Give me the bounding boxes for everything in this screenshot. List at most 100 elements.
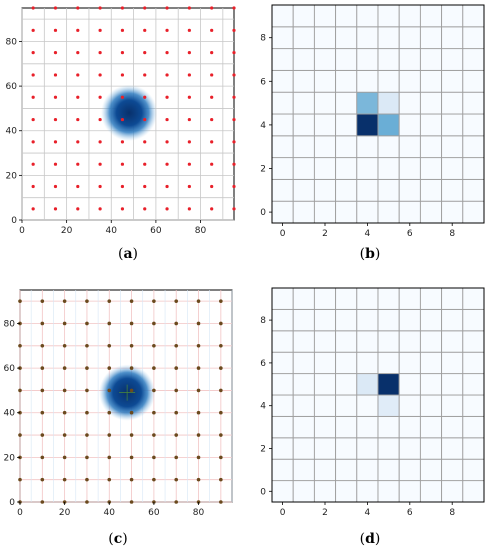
data-point (31, 117, 35, 122)
heatmap-cell (398, 135, 421, 159)
heatmap-cell (335, 26, 358, 50)
data-point (107, 343, 112, 348)
heatmap-cell (441, 135, 464, 159)
data-point (62, 343, 67, 348)
heatmap-cell (462, 26, 485, 50)
y-tick-label: 8 (260, 316, 266, 326)
heatmap-cell (462, 437, 485, 460)
data-point (210, 184, 214, 189)
data-point (107, 455, 112, 460)
data-point (62, 433, 67, 437)
data-point (143, 140, 147, 144)
heatmap-cell (271, 69, 294, 93)
heatmap-cell (292, 91, 315, 115)
data-point (174, 366, 179, 370)
data-point (232, 184, 236, 189)
data-point (62, 455, 67, 460)
data-point (98, 207, 102, 211)
data-point (120, 140, 125, 144)
data-point (219, 299, 223, 303)
data-point (85, 366, 89, 370)
panel-b-cells (271, 4, 485, 224)
heatmap-cell (419, 330, 443, 353)
heatmap-cell (271, 287, 294, 310)
heatmap-cell (441, 157, 464, 180)
y-tick-label: 4 (260, 402, 266, 412)
x-tick-label: 2 (322, 508, 328, 518)
heatmap-cell (292, 287, 315, 310)
heatmap-cell (292, 415, 315, 439)
data-point (120, 51, 125, 55)
heatmap-cell (292, 480, 315, 503)
heatmap-cell (419, 4, 443, 28)
data-point (219, 410, 223, 415)
data-point (62, 321, 67, 326)
data-point (31, 162, 35, 166)
heatmap-cell (441, 437, 464, 460)
data-point (85, 500, 89, 504)
data-point (53, 6, 58, 10)
data-point (18, 343, 22, 348)
data-point (53, 73, 58, 77)
panel-d-frame (271, 287, 485, 503)
data-point (152, 388, 156, 393)
data-point (143, 162, 147, 166)
data-point (76, 162, 80, 166)
heatmap-cell (313, 415, 337, 439)
heatmap-cell (441, 308, 464, 332)
x-tick-label: 40 (104, 508, 116, 518)
data-point (98, 6, 102, 10)
y-tick-label: 2 (260, 445, 266, 455)
heatmap-cell (271, 178, 294, 202)
heatmap-cell (462, 178, 485, 202)
heatmap-cell (377, 394, 400, 417)
data-point (187, 6, 191, 10)
data-point (120, 95, 125, 99)
data-point (76, 140, 80, 144)
heatmap-cell (292, 113, 315, 137)
heatmap-cell (271, 394, 294, 417)
data-point (143, 28, 147, 32)
heatmap-cell (313, 330, 337, 353)
data-point (98, 95, 102, 99)
heatmap-cell (398, 394, 421, 417)
data-point (210, 140, 214, 144)
data-point (107, 299, 112, 303)
heatmap-cell (335, 308, 358, 332)
heatmap-cell (398, 157, 421, 180)
heatmap-cell (271, 4, 294, 28)
heatmap-cell (462, 113, 485, 137)
heatmap-cell (419, 394, 443, 417)
heatmap-cell (377, 330, 400, 353)
x-tick-label: 80 (193, 508, 205, 518)
heatmap-cell (292, 373, 315, 396)
heatmap-cell (292, 26, 315, 50)
data-point (18, 299, 22, 303)
data-point (31, 184, 35, 189)
heatmap-cell (335, 91, 358, 115)
heatmap-cell (313, 26, 337, 50)
heatmap-cell (419, 458, 443, 482)
heatmap-cell (292, 48, 315, 71)
heatmap-cell (441, 91, 464, 115)
heatmap-cell (271, 415, 294, 439)
heatmap-cell (419, 26, 443, 50)
heatmap-cell (419, 69, 443, 93)
heatmap-cell (441, 373, 464, 396)
heatmap-cell (292, 437, 315, 460)
data-point (120, 28, 125, 32)
heatmap-cell (271, 437, 294, 460)
heatmap-cell (356, 91, 379, 115)
data-point (40, 477, 45, 482)
heatmap-cell (441, 287, 464, 310)
data-point (143, 184, 147, 189)
data-point (53, 117, 58, 122)
data-point (165, 207, 169, 211)
data-point (174, 343, 179, 348)
heatmap-cell (313, 91, 337, 115)
heatmap-cell (335, 480, 358, 503)
data-point (210, 162, 214, 166)
caption-c: (c) (108, 531, 127, 547)
heatmap-cell (419, 437, 443, 460)
heatmap-cell (335, 373, 358, 396)
